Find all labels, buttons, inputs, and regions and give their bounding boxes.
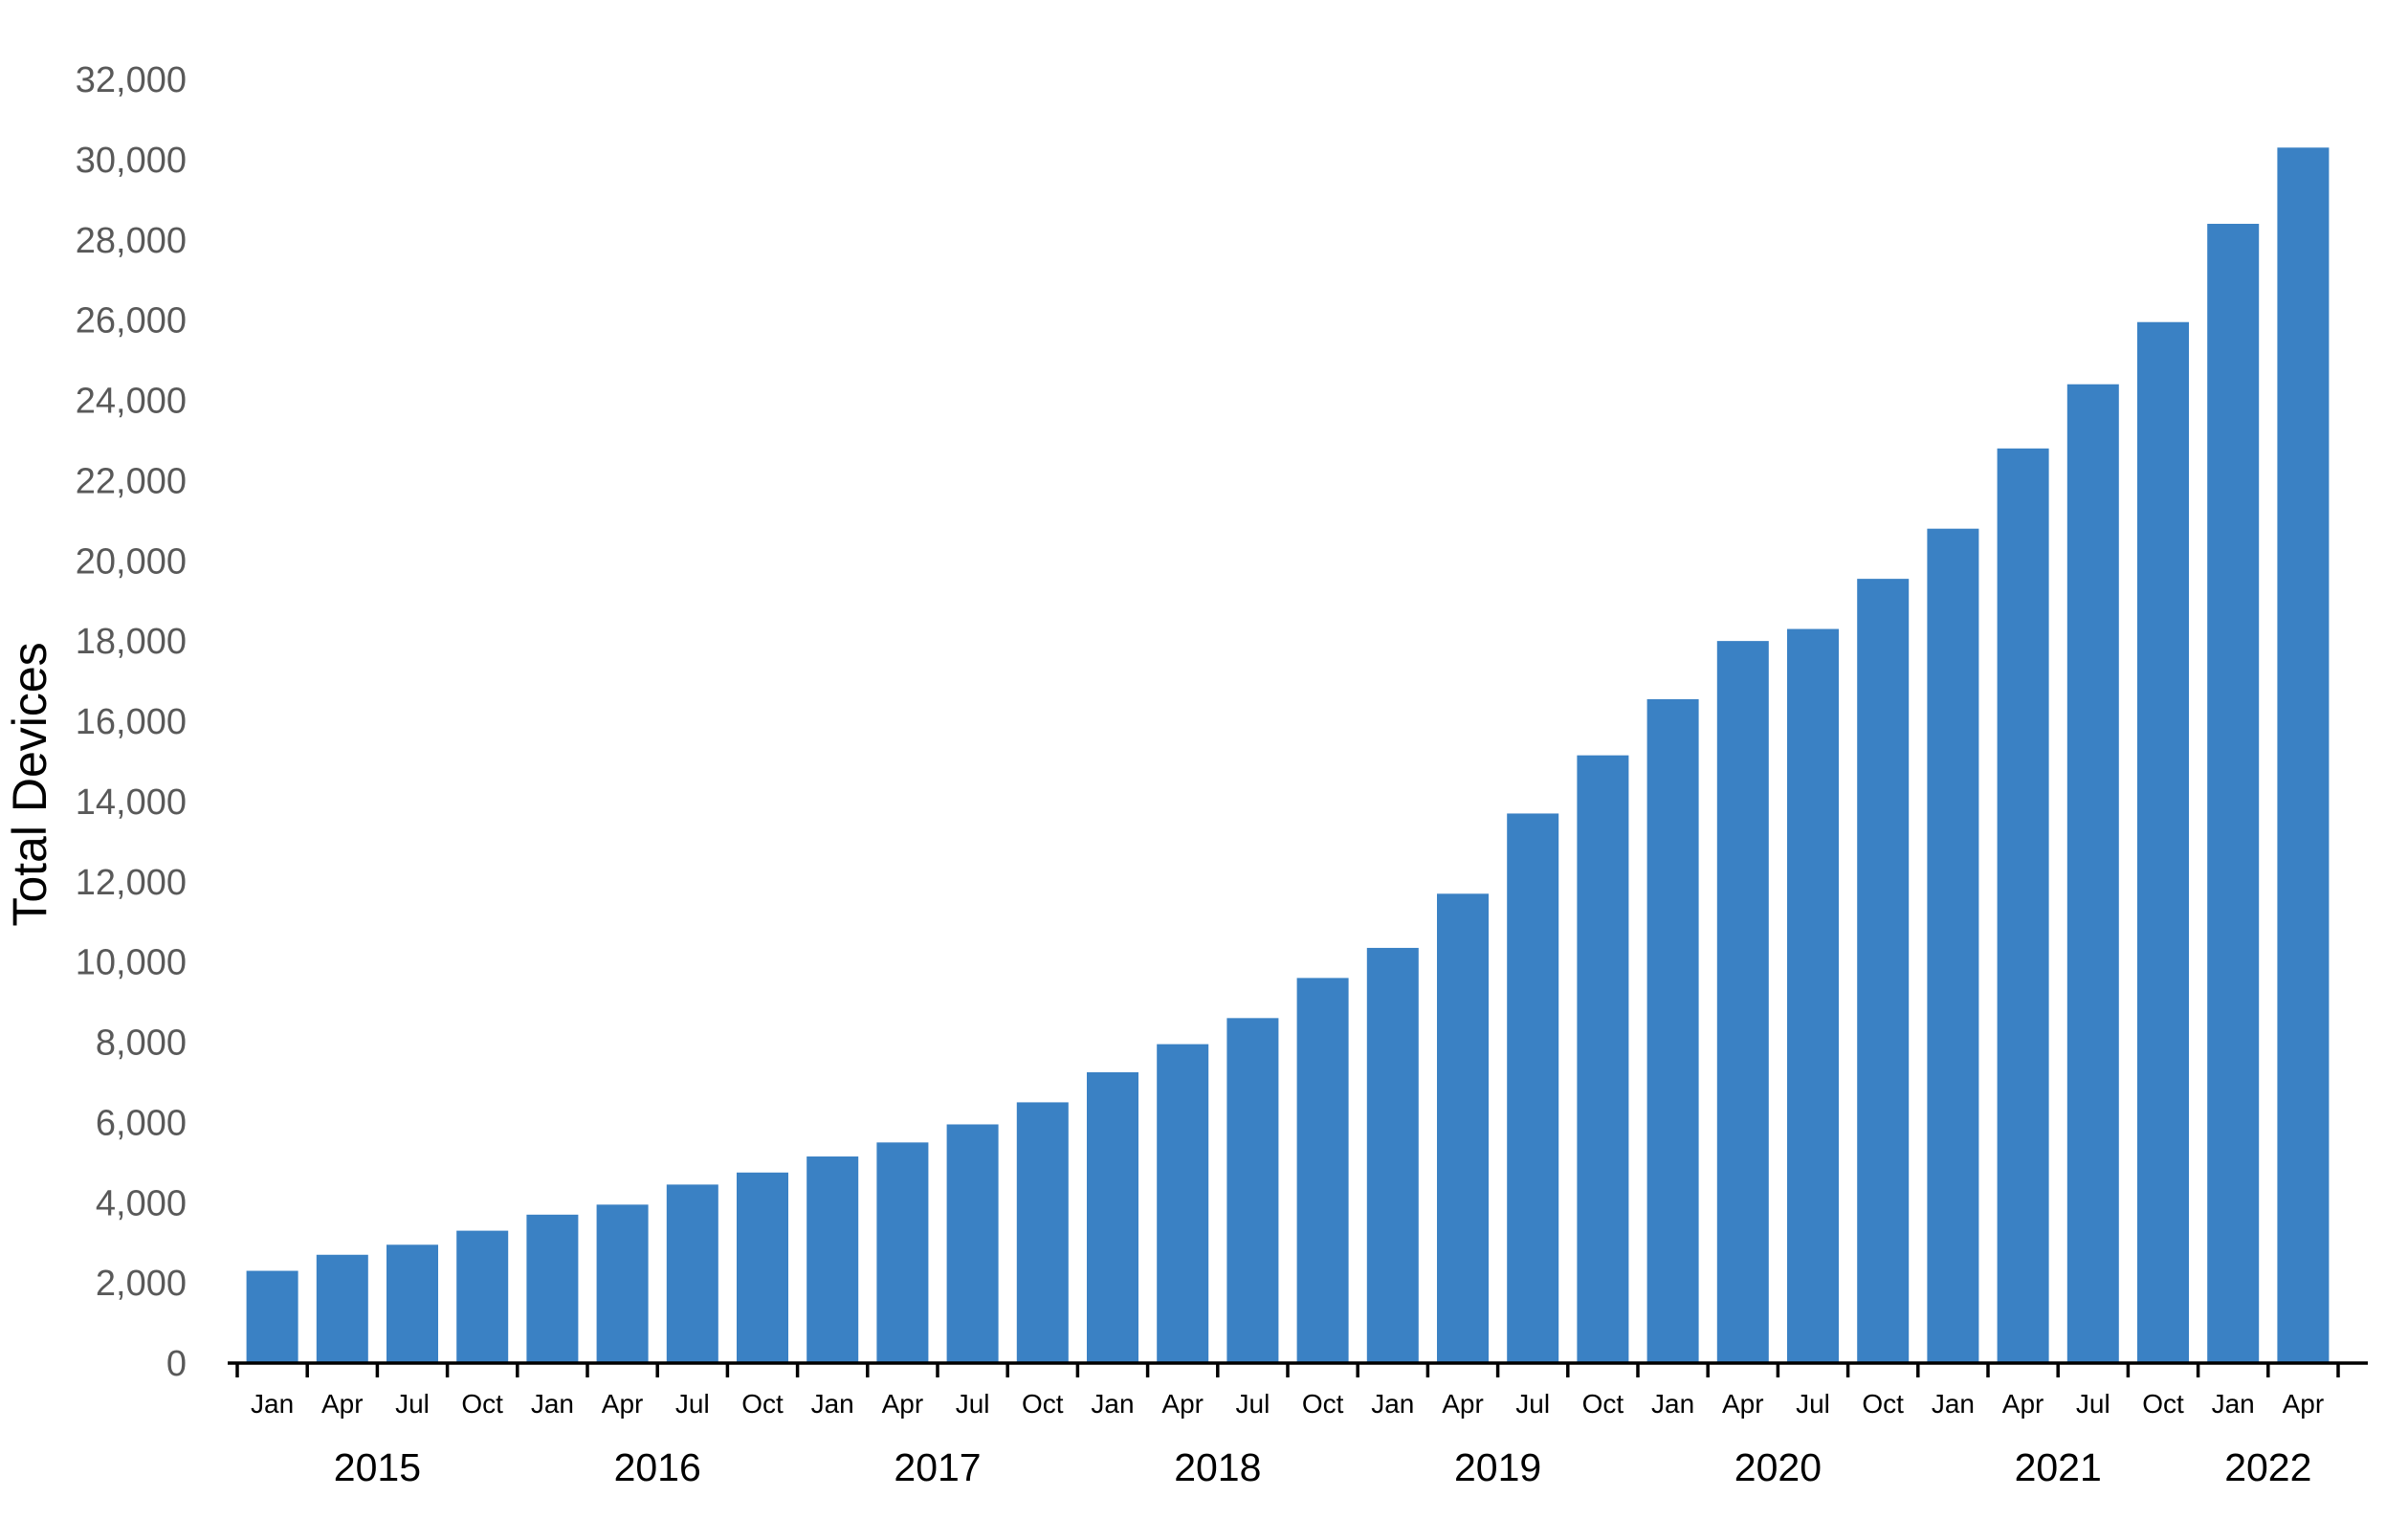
x-tick-label: Oct [1582,1389,1624,1419]
y-tick-label: 24,000 [76,382,187,422]
y-tick-label: 16,000 [76,702,187,742]
y-tick-label: 8,000 [96,1024,187,1064]
year-label: 2016 [614,1445,701,1489]
y-tick-label: 22,000 [76,461,187,501]
y-axis-title: Total Devices [3,642,56,926]
x-tick-label: Oct [741,1389,784,1419]
bar [2137,321,2189,1363]
x-tick-label: Jul [2076,1389,2110,1419]
bar [2277,147,2330,1364]
x-tick-label: Apr [1161,1389,1204,1419]
year-label: 2020 [1734,1445,1822,1489]
bar [1437,893,1489,1363]
x-tick-label: Jul [675,1389,710,1419]
x-tick-label: Apr [321,1389,364,1419]
bar [1997,448,2049,1363]
y-tick-label: 10,000 [76,943,187,983]
x-tick-label: Jan [1091,1389,1134,1419]
bar [596,1204,649,1363]
bar [2207,223,2260,1364]
year-label: 2017 [894,1445,981,1489]
year-label: 2022 [2224,1445,2311,1489]
bar [1507,813,1559,1363]
y-tick-label: 26,000 [76,301,187,341]
y-tick-label: 2,000 [96,1264,187,1304]
x-tick-label: Jul [1796,1389,1830,1419]
y-tick-label: 32,000 [76,60,187,100]
x-tick-label: Jul [956,1389,990,1419]
x-tick-label: Oct [2142,1389,2184,1419]
y-tick-label: 6,000 [96,1103,187,1143]
bar [246,1270,298,1363]
bar [1157,1044,1209,1363]
x-tick-label: Apr [1442,1389,1484,1419]
x-axis [228,1361,2368,1377]
year-label: 2015 [334,1445,421,1489]
y-tick-label: 18,000 [76,622,187,662]
y-axis-ticks: 0 2,000 4,000 6,000 8,000 10,000 12,000 14,000 1… [76,60,187,1384]
x-axis-year-labels: 2015 2016 2017 2018 2019 2020 2021 2022 [334,1445,2312,1489]
x-axis-month-labels: Jan Apr Jul Oct Jan Apr Jul Oct Jan Apr Jul Oct Jan A… [251,1389,2324,1419]
x-tick-label: Apr [602,1389,644,1419]
bar [806,1156,859,1363]
y-tick-label: 20,000 [76,541,187,582]
bar [1857,579,1910,1363]
y-tick-label: 14,000 [76,782,187,823]
x-tick-label: Apr [1722,1389,1764,1419]
bar [1296,978,1349,1363]
bar [456,1230,509,1363]
x-tick-label: Oct [1302,1389,1344,1419]
bar [946,1124,999,1363]
x-tick-label: Apr [2002,1389,2044,1419]
x-tick-label: Jul [395,1389,430,1419]
bar [737,1172,788,1363]
y-tick-label: 0 [166,1344,187,1384]
bar [2066,384,2119,1364]
bar [1716,641,1769,1363]
x-tick-label: Jan [1651,1389,1694,1419]
bar [1787,628,1839,1363]
x-tick-label: Jan [1932,1389,1975,1419]
bar [666,1184,718,1363]
x-tick-label: Jan [1371,1389,1414,1419]
y-tick-label: 28,000 [76,221,187,261]
x-tick-label: Jan [811,1389,854,1419]
bar [876,1142,929,1363]
bar [1577,755,1629,1363]
year-label: 2018 [1174,1445,1261,1489]
x-tick-label: Apr [882,1389,924,1419]
x-tick-label: Jan [251,1389,294,1419]
bar [1646,698,1699,1363]
x-tick-label: Oct [461,1389,503,1419]
bar [1927,528,1979,1363]
x-tick-label: Apr [2283,1389,2325,1419]
x-tick-label: Jul [1236,1389,1270,1419]
x-tick-label: Oct [1022,1389,1064,1419]
x-tick-label: Jan [531,1389,574,1419]
y-tick-label: 4,000 [96,1183,187,1223]
x-tick-label: Oct [1862,1389,1904,1419]
bar [526,1214,579,1363]
bar [1226,1018,1279,1363]
x-tick-label: Jan [2212,1389,2255,1419]
bar [1016,1102,1069,1363]
bar [387,1244,438,1363]
y-tick-label: 12,000 [76,863,187,903]
bar [1366,947,1419,1363]
x-tick-label: Jul [1515,1389,1550,1419]
year-label: 2019 [1454,1445,1541,1489]
bars [246,147,2330,1364]
bar [1087,1071,1138,1363]
y-tick-label: 30,000 [76,141,187,181]
year-label: 2021 [2015,1445,2102,1489]
bar [316,1254,368,1363]
